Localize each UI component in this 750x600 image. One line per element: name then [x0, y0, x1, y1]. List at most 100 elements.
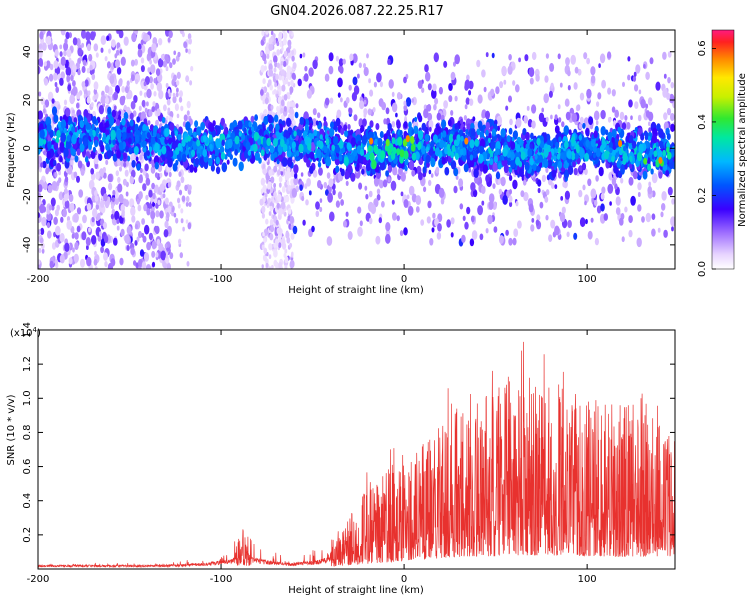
heatmap-cell [60, 132, 66, 143]
heatmap-cell [269, 145, 275, 154]
heatmap-cell [287, 184, 292, 192]
heatmap-cell [67, 84, 72, 92]
heatmap-cell [134, 134, 140, 143]
heatmap-cell [66, 75, 71, 82]
heatmap-cell [383, 133, 388, 142]
heatmap-cell [143, 81, 147, 87]
heatmap-cell [387, 58, 391, 65]
heatmap-cell [261, 244, 265, 250]
heatmap-cell [281, 75, 285, 82]
heatmap-cell [463, 115, 467, 121]
heatmap-cell [578, 189, 583, 198]
heatmap-cell [425, 71, 431, 82]
heatmap-cell [185, 75, 190, 83]
heatmap-cell [144, 163, 149, 172]
heatmap-cell [655, 81, 661, 91]
heatmap-cell [124, 86, 129, 94]
heatmap-cell [593, 130, 598, 139]
heatmap-cell [160, 250, 166, 261]
heatmap-cell [548, 234, 553, 242]
heatmap-cell [487, 214, 493, 225]
heatmap-cell [117, 159, 121, 167]
heatmap-cell [471, 230, 478, 240]
heatmap-cell [209, 123, 215, 132]
heatmap-cell [443, 60, 448, 68]
heatmap-cell [586, 88, 592, 99]
heatmap-cell [431, 227, 435, 233]
heatmap-cell [530, 132, 534, 140]
heatmap-cell [603, 213, 608, 221]
heatmap-cell [590, 139, 596, 148]
heatmap-cell [248, 121, 252, 128]
heatmap-cell [545, 167, 549, 174]
heatmap-cell [557, 147, 561, 154]
heatmap-cell [263, 228, 268, 236]
heatmap-cell [273, 242, 277, 248]
heatmap-cell [333, 135, 339, 146]
heatmap-cell [340, 97, 343, 103]
heatmap-cell [579, 217, 586, 228]
heatmap-cell [158, 127, 162, 133]
heatmap-cell [268, 69, 274, 77]
heatmap-cell [366, 53, 369, 59]
heatmap-cell [179, 30, 184, 35]
heatmap-cell [563, 169, 570, 179]
heatmap-cell [565, 57, 570, 66]
heatmap-cell [531, 120, 536, 129]
heatmap-cell [54, 209, 59, 217]
heatmap-cell [509, 201, 513, 208]
heatmap-cell [448, 95, 453, 103]
heatmap-cell [128, 147, 133, 155]
heatmap-cell [446, 219, 451, 228]
heatmap-cell [254, 114, 258, 121]
heatmap-cell [68, 193, 74, 203]
heatmap-cell [611, 177, 617, 186]
heatmap-cell [388, 79, 394, 89]
heatmap-cell [267, 114, 273, 124]
heatmap-cell [335, 144, 341, 154]
heatmap-cell [148, 146, 153, 153]
heatmap-cell [134, 240, 138, 246]
heatmap-cell [637, 114, 642, 122]
heatmap-cell [264, 96, 269, 105]
heatmap-cell [292, 62, 297, 70]
heatmap-cell [154, 184, 159, 192]
heatmap-cell [376, 72, 382, 83]
heatmap-cell [479, 233, 484, 241]
heatmap-cell [168, 116, 173, 123]
heatmap-cell [414, 121, 418, 128]
heatmap-cell [299, 184, 303, 191]
heatmap-cell [113, 237, 118, 246]
heatmap-cell [560, 152, 565, 160]
heatmap-cell [174, 103, 179, 111]
heatmap-cell [414, 116, 418, 122]
heatmap-cell [38, 110, 43, 120]
heatmap-cell [472, 150, 478, 159]
heatmap-cell [77, 47, 83, 57]
heatmap-cell [62, 208, 67, 218]
heatmap-cell [627, 56, 631, 62]
heatmap-cell [340, 127, 345, 136]
heatmap-cell [508, 175, 513, 181]
heatmap-cell [150, 83, 155, 90]
heatmap-cell [154, 225, 160, 235]
heatmap-cell [57, 104, 61, 110]
heatmap-cell [347, 231, 353, 240]
heatmap-cell [464, 79, 471, 90]
heatmap-cell [141, 99, 146, 108]
heatmap-cell [74, 242, 79, 250]
heatmap-cell [464, 221, 469, 230]
heatmap-cell [91, 123, 95, 130]
heatmap-cell [59, 77, 64, 86]
heatmap-cell [450, 110, 454, 116]
heatmap-cell [408, 160, 415, 171]
heatmap-cell [373, 81, 377, 88]
heatmap-cell [156, 133, 160, 139]
heatmap-cell [459, 118, 463, 125]
heatmap-cell [340, 199, 344, 206]
heatmap-cell [290, 170, 295, 178]
heatmap-cell [528, 67, 535, 78]
heatmap-cell [268, 37, 273, 45]
heatmap-cell [510, 141, 516, 150]
heatmap-cell [572, 160, 576, 168]
